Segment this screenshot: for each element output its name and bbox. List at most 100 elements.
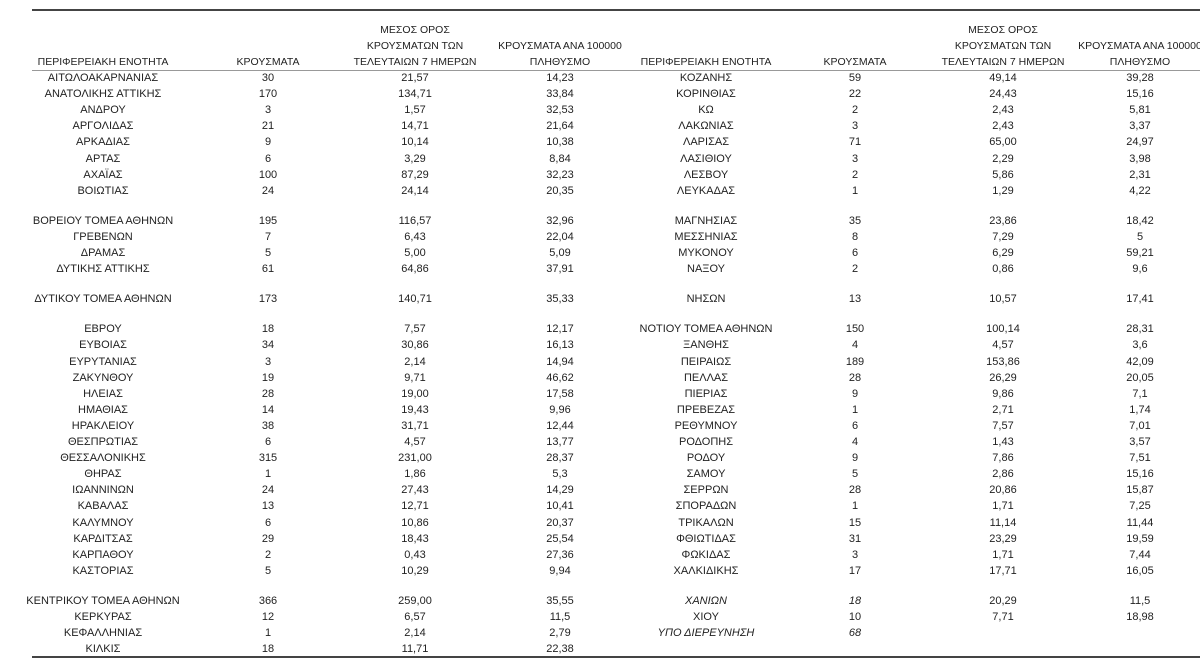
table-cell: 27,36 (546, 548, 574, 561)
table-cell: 10,29 (401, 564, 429, 577)
table-cell: 14,23 (546, 72, 574, 84)
table-cell: 366 (258, 594, 278, 607)
table-cell: 6 (851, 419, 859, 432)
table-cell: 6,43 (404, 230, 426, 243)
table-cell: 1,71 (992, 548, 1014, 561)
table-cell: 5,3 (552, 468, 568, 481)
region-name: ΤΡΙΚΑΛΩΝ (678, 516, 734, 529)
column-header: ΠΕΡΙΦΕΡΕΙΑΚΗ ΕΝΟΤΗΤΑ (640, 56, 772, 68)
table-cell: 1,57 (404, 104, 426, 117)
region-name: ΡΟΔΟΠΗΣ (678, 436, 734, 448)
table-cell: 11,44 (1126, 516, 1154, 529)
table-cell: 42,09 (1126, 355, 1154, 368)
column-header: ΚΡΟΥΣΜΑΤΩΝ ΤΩΝ (366, 40, 464, 52)
table-cell: 24,97 (1126, 136, 1154, 149)
table-cell: 19 (261, 371, 275, 384)
region-name: ΓΡΕΒΕΝΩΝ (73, 230, 133, 243)
table-cell: 30 (261, 72, 275, 84)
column-header: ΚΡΟΥΣΜΑΤΑ (236, 56, 300, 68)
table-cell: 17,58 (546, 387, 574, 400)
table-cell: 24,14 (401, 184, 429, 197)
region-name: ΜΕΣΣΗΝΙΑΣ (674, 230, 738, 243)
table-cell: 21 (261, 120, 275, 133)
table-cell: 9 (264, 136, 272, 149)
table-cell: 12,71 (401, 500, 429, 513)
table-cell: 10 (848, 611, 862, 623)
table-cell: 28,31 (1126, 323, 1154, 336)
region-name: ΗΜΑΘΙΑΣ (78, 403, 128, 416)
table-cell: 7,57 (992, 419, 1014, 432)
region-name: ΒΟΙΩΤΙΑΣ (77, 184, 129, 197)
table-cell: 2,14 (404, 355, 426, 368)
table-cell: 59 (848, 72, 862, 84)
region-name: ΑΡΚΑΔΙΑΣ (76, 136, 130, 149)
table-cell: 39,28 (1126, 72, 1154, 84)
table-cell: 15,16 (1126, 88, 1154, 101)
table-cell: 5,00 (404, 247, 426, 259)
region-name: ΠΕΛΛΑΣ (683, 371, 729, 384)
table-cell: 1,86 (404, 468, 426, 481)
table-cell: 20,29 (989, 594, 1017, 607)
region-name: ΑΡΓΟΛΙΔΑΣ (72, 120, 134, 133)
column-header: ΚΡΟΥΣΜΑΤΑ ΑΝΑ 100000 (498, 40, 622, 52)
region-name: ΛΑΡΙΣΑΣ (682, 136, 730, 149)
column-header: ΠΕΡΙΦΕΡΕΙΑΚΗ ΕΝΟΤΗΤΑ (37, 56, 169, 68)
table-cell: 6 (851, 247, 859, 259)
table-cell: 38 (261, 419, 275, 432)
region-name: ΛΕΣΒΟΥ (683, 168, 729, 181)
table-cell: 12,44 (546, 419, 574, 432)
column-header: ΤΕΛΕΥΤΑΙΩΝ 7 ΗΜΕΡΩΝ (941, 56, 1065, 68)
table-cell: 6,57 (404, 611, 426, 623)
header-rule (32, 70, 1200, 71)
table-cell: 7,29 (992, 230, 1014, 243)
table-cell: 4,57 (992, 339, 1014, 352)
table-cell: 64,86 (401, 263, 429, 276)
table-cell: 100 (258, 168, 278, 181)
table-cell: 10,38 (546, 136, 574, 149)
table-cell: 3,57 (1129, 436, 1151, 448)
table-cell: 18 (261, 323, 275, 336)
table-cell: 10,57 (989, 293, 1017, 306)
table-cell: 71 (848, 136, 862, 149)
table-cell: 3 (264, 355, 272, 368)
table-cell: 3 (851, 120, 859, 133)
bottom-rule (32, 656, 1200, 658)
region-name: ΚΑΡΔΙΤΣΑΣ (73, 532, 133, 545)
table-cell: 22,38 (546, 643, 574, 656)
table-cell: 5,81 (1129, 104, 1151, 117)
column-header: ΠΛΗΘΥΣΜΟ (529, 56, 591, 68)
top-rule (32, 9, 1200, 11)
table-cell: 3,29 (404, 152, 426, 165)
table-cell: 30,86 (401, 339, 429, 352)
table-cell: 3,37 (1129, 120, 1151, 133)
table-cell: 2 (851, 168, 859, 181)
region-name: ΑΧΑΪΑΣ (83, 168, 123, 181)
region-name: ΛΑΣΙΘΙΟΥ (680, 152, 732, 165)
table-cell: 2 (851, 263, 859, 276)
table-cell: 7 (264, 230, 272, 243)
table-cell: 19,59 (1126, 532, 1154, 545)
table-cell: 6 (264, 152, 272, 165)
table-cell: 1 (851, 184, 859, 197)
region-name: ΣΕΡΡΩΝ (683, 484, 729, 497)
table-cell: 14,29 (546, 484, 574, 497)
region-name: ΙΩΑΝΝΙΝΩΝ (72, 484, 134, 497)
region-name: ΑΙΤΩΛΟΑΚΑΡΝΑΝΙΑΣ (47, 72, 159, 84)
table-cell: 17,71 (989, 564, 1017, 577)
table-cell: 8,84 (549, 152, 571, 165)
region-name: ΚΕΝΤΡΙΚΟΥ ΤΟΜΕΑ ΑΘΗΝΩΝ (26, 594, 180, 607)
table-cell: 315 (258, 452, 278, 465)
region-name: ΛΑΚΩΝΙΑΣ (678, 120, 734, 133)
table-cell: 15,87 (1126, 484, 1154, 497)
table-cell: 65,00 (989, 136, 1017, 149)
table-cell: 33,84 (546, 88, 574, 101)
table-cell: 1,71 (992, 500, 1014, 513)
table-cell: 18,43 (401, 532, 429, 545)
region-name: ΚΑΒΑΛΑΣ (77, 500, 129, 513)
table-cell: 87,29 (401, 168, 429, 181)
table-cell: 259,00 (398, 594, 432, 607)
table-cell: 5 (1136, 230, 1144, 243)
table-cell: 8 (851, 230, 859, 243)
region-name: ΚΕΦΑΛΛΗΝΙΑΣ (63, 627, 143, 640)
